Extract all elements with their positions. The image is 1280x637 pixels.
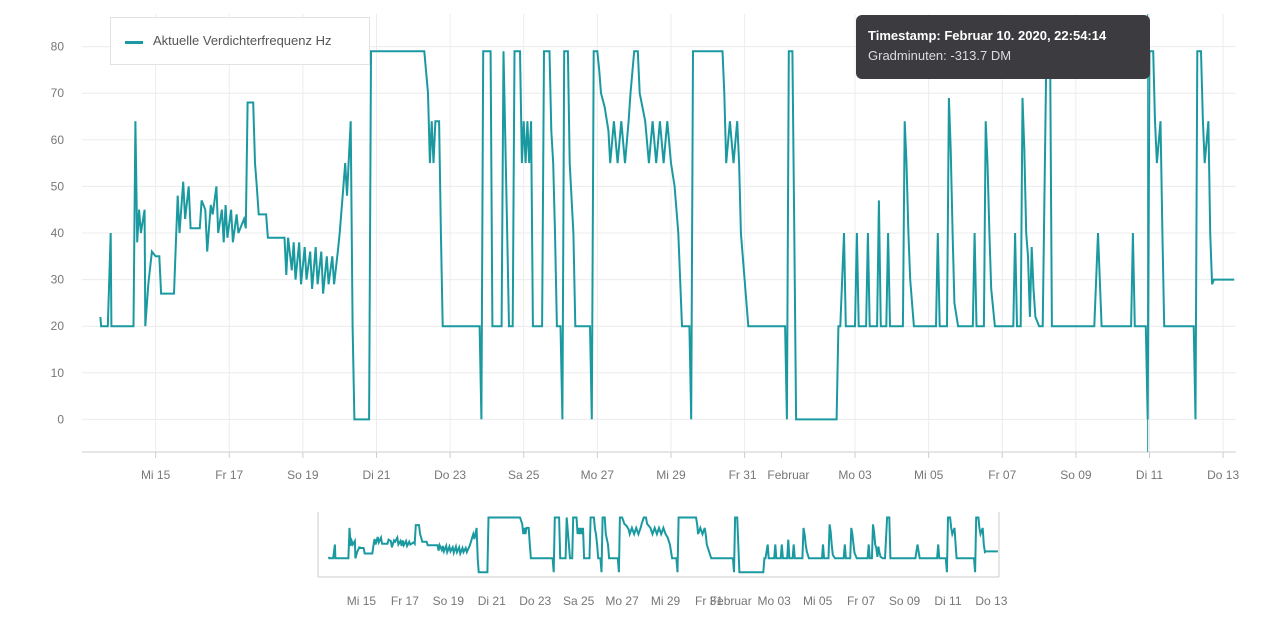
y-tick-label: 70: [51, 86, 65, 100]
x-tick-label: Mi 05: [914, 468, 944, 480]
navigator-tick-label: Mo 03: [757, 594, 791, 608]
x-tick-label: Do 13: [1207, 468, 1239, 480]
y-tick-label: 50: [51, 179, 65, 193]
x-tick-label: Fr 07: [988, 468, 1016, 480]
legend[interactable]: Aktuelle Verdichterfrequenz Hz: [110, 17, 370, 65]
y-tick-label: 10: [51, 366, 65, 380]
navigator-tick-label: Februar: [710, 594, 752, 608]
navigator-tick-label: Mo 27: [605, 594, 639, 608]
x-tick-label: Do 23: [434, 468, 466, 480]
x-tick-label: Februar: [767, 468, 809, 480]
navigator-tick-label: Mi 15: [347, 594, 377, 608]
y-tick-label: 40: [51, 226, 65, 240]
y-grid: [82, 46, 1236, 453]
x-tick-label: Di 21: [362, 468, 390, 480]
y-tick-label: 80: [51, 40, 65, 54]
y-tick-label: 0: [57, 412, 64, 426]
legend-label[interactable]: Aktuelle Verdichterfrequenz Hz: [153, 33, 332, 48]
tooltip-timestamp: Timestamp: Februar 10. 2020, 22:54:14: [868, 28, 1107, 43]
x-tick-label: Mo 03: [838, 468, 872, 480]
x-tick-label: Di 11: [1136, 468, 1163, 480]
navigator-tick-label: Di 11: [934, 594, 961, 608]
navigator-frame: [317, 512, 1000, 578]
navigator-tick-label: So 09: [889, 594, 921, 608]
legend-swatch: [125, 41, 143, 44]
navigator-tick-label: Do 23: [519, 594, 551, 608]
navigator-axis-labels: Mi 15 Fr 17 So 19 Di 21 Do 23 Sa 25 Mo 27 Mi 29…: [347, 594, 1008, 608]
y-tick-label: 60: [51, 133, 65, 147]
navigator-tick-label: Fr 31: [695, 594, 723, 608]
y-tick-label: 20: [51, 319, 65, 333]
x-tick-label: Sa 25: [508, 468, 540, 480]
navigator-tick-label: Do 13: [975, 594, 1007, 608]
tooltip-value: Gradminuten: -313.7 DM: [868, 48, 1012, 63]
x-grid: [155, 14, 1224, 458]
main-chart[interactable]: 0 10 20 30 40 50 60 70 80 Mi 15 Fr 17 So 19 Di 21 Do…: [0, 0, 1280, 480]
navigator-tick-label: Mi 29: [651, 594, 681, 608]
x-tick-label: So 09: [1060, 468, 1092, 480]
navigator-tick-label: Sa 25: [563, 594, 595, 608]
navigator-tick-label: Fr 17: [391, 594, 419, 608]
x-axis-labels: Mi 15 Fr 17 So 19 Di 21 Do 23 Sa 25 Mo 27 Mi 29…: [141, 468, 1239, 480]
x-tick-label: Fr 31: [729, 468, 757, 480]
navigator-tick-label: Di 21: [478, 594, 506, 608]
navigator-series-line: [327, 516, 998, 574]
x-tick-label: Mi 15: [141, 468, 171, 480]
navigator-tick-label: Fr 07: [847, 594, 875, 608]
y-axis-labels: 0 10 20 30 40 50 60 70 80: [51, 40, 65, 427]
x-tick-label: Mi 29: [656, 468, 686, 480]
tooltip: Timestamp: Februar 10. 2020, 22:54:14 Gr…: [856, 15, 1150, 79]
y-tick-label: 30: [51, 273, 65, 287]
x-tick-label: Fr 17: [215, 468, 243, 480]
x-tick-label: Mo 27: [581, 468, 615, 480]
series-line[interactable]: [99, 50, 1235, 421]
navigator-tick-label: Mi 05: [803, 594, 833, 608]
navigator-tick-label: So 19: [433, 594, 465, 608]
x-tick-label: So 19: [287, 468, 319, 480]
